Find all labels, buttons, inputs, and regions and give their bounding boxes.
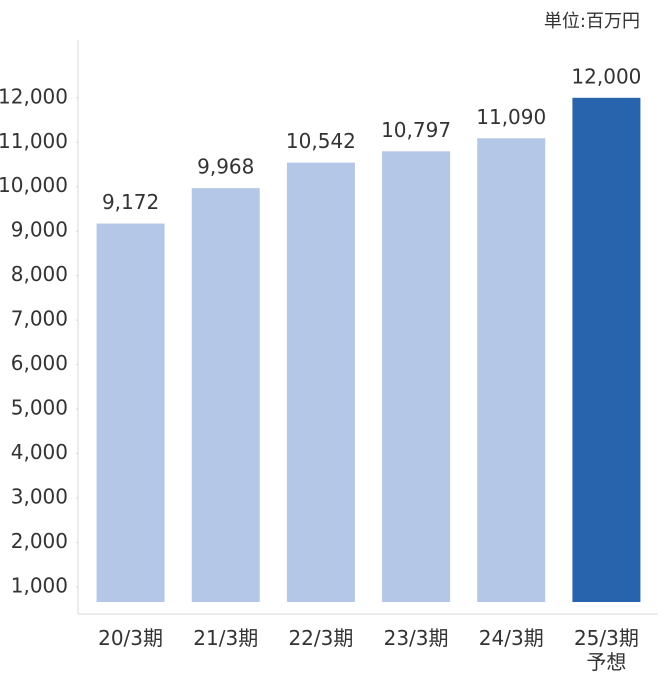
value-label: 12,000 [571,64,641,88]
y-tick-label: 10,000 [0,173,68,197]
x-tick-label: 25/3期 予想 [573,626,639,674]
bar [382,151,451,602]
value-label: 10,542 [286,129,356,153]
x-tick-label: 22/3期 [288,626,354,650]
bar [191,188,260,602]
y-tick-label: 7,000 [11,307,68,331]
unit-label: 単位:百万円 [544,11,640,32]
x-tick-label: 24/3期 [478,626,544,650]
x-tick-label: 23/3期 [383,626,449,650]
y-tick-label: 1,000 [11,573,68,597]
y-tick-label: 2,000 [11,529,68,553]
value-label: 9,968 [197,155,254,179]
y-tick-label: 12,000 [0,84,68,108]
bar [96,223,165,602]
x-tick-label: 20/3期 [98,626,164,650]
y-tick-label: 11,000 [0,129,68,153]
value-label: 10,797 [381,118,451,142]
y-tick-label: 6,000 [11,351,68,375]
bar [286,162,355,602]
y-tick-label: 9,000 [11,218,68,242]
value-label: 9,172 [102,190,159,214]
y-tick-label: 8,000 [11,262,68,286]
y-tick-label: 3,000 [11,484,68,508]
x-tick-label: 21/3期 [193,626,259,650]
y-tick-label: 5,000 [11,396,68,420]
bar [572,97,641,603]
bar [477,138,546,602]
value-label: 11,090 [476,105,546,129]
y-tick-label: 4,000 [11,440,68,464]
